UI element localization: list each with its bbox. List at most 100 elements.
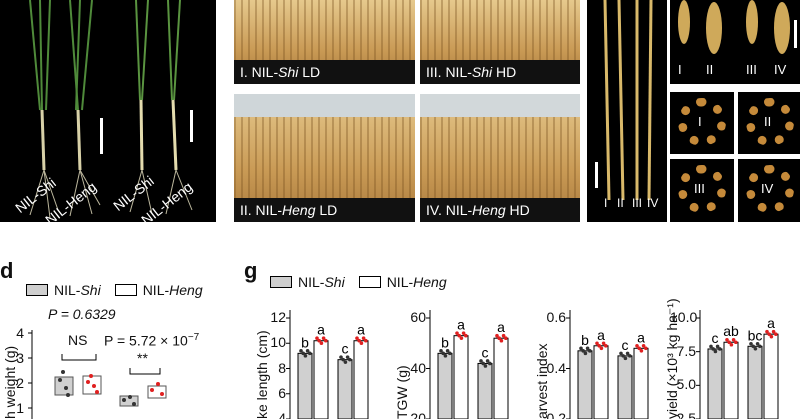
scale-bar <box>190 110 193 142</box>
y-tick-label: 10.0 <box>670 309 698 325</box>
y-tick-label: 8 <box>278 359 286 376</box>
data-point <box>499 338 504 343</box>
data-point <box>343 360 348 364</box>
y-tick-label: 5.0 <box>676 376 696 393</box>
data-point <box>479 359 483 363</box>
spike-label: IV <box>774 62 787 77</box>
legend-swatch-heng <box>358 276 381 288</box>
data-point <box>601 341 606 346</box>
stem-label: IV <box>647 196 659 210</box>
data-point <box>604 343 608 348</box>
data-point <box>441 351 446 356</box>
scale-bar <box>794 20 797 48</box>
significance-label: ** <box>137 350 148 366</box>
data-point <box>599 346 604 351</box>
spike-illustration <box>678 0 790 54</box>
scale-bar <box>595 162 598 188</box>
data-point <box>485 359 490 363</box>
y-tick-label: 2 <box>16 375 24 391</box>
data-point <box>461 331 466 335</box>
grain-photo-1: I <box>670 92 734 154</box>
data-point <box>711 347 715 351</box>
data-point <box>64 386 68 390</box>
stem-photo: I II III IV <box>587 0 667 222</box>
grain-photo-4: IV <box>738 159 800 222</box>
field-caption: IV. NIL-Heng HD <box>420 198 580 222</box>
data-point <box>641 344 646 348</box>
data-point <box>583 351 588 356</box>
field-photo-2: II. NIL-Heng LD <box>234 94 415 222</box>
field-photo-3: III. NIL-Shi HD <box>420 0 580 84</box>
bracket-ns <box>61 354 97 361</box>
data-point <box>753 346 758 351</box>
y-tick-label: 12 <box>270 309 286 325</box>
grain-ring <box>746 98 794 146</box>
data-point <box>339 355 343 359</box>
data-point <box>86 380 90 384</box>
data-point <box>597 343 601 348</box>
data-point <box>122 398 126 402</box>
data-point <box>769 334 774 339</box>
data-point <box>483 364 488 368</box>
y-tick-label: 2.5 <box>676 410 696 419</box>
data-point <box>758 344 762 349</box>
data-point <box>459 336 464 340</box>
data-point <box>160 392 164 396</box>
legend-label: NIL-Heng <box>386 274 447 290</box>
data-point <box>156 382 160 386</box>
data-point <box>715 344 720 349</box>
data-point <box>729 342 734 347</box>
data-point <box>709 344 713 349</box>
significance-label: NS <box>68 332 88 348</box>
field-photo-1: I. NIL-Shi LD <box>234 0 415 84</box>
plant-illustration-2 <box>129 0 193 215</box>
data-point <box>359 341 364 346</box>
y-tick-label: 10 <box>270 334 286 351</box>
legend-label: NIL-Heng <box>142 282 203 298</box>
data-point <box>718 347 722 351</box>
data-point <box>749 341 753 346</box>
grain-label: IV <box>761 181 774 196</box>
stem-label: I <box>604 196 608 210</box>
y-tick-label: 4 <box>16 325 24 341</box>
data-point <box>128 395 132 399</box>
data-point <box>303 354 308 358</box>
data-point <box>497 336 502 341</box>
legend-swatch-shi <box>26 284 48 296</box>
data-point <box>628 354 632 358</box>
data-point <box>755 341 760 346</box>
data-point <box>579 346 583 351</box>
data-point <box>625 351 630 356</box>
data-point <box>481 361 486 366</box>
bar <box>707 348 723 419</box>
y-tick-label: 0.4 <box>546 359 566 376</box>
data-point <box>457 333 462 338</box>
data-point <box>357 338 362 343</box>
significance-letter: b <box>441 334 449 350</box>
data-point <box>488 361 492 366</box>
data-point <box>637 346 641 351</box>
data-point <box>734 340 738 345</box>
bar <box>747 345 763 419</box>
significance-letter: a <box>357 322 365 338</box>
data-point <box>774 332 778 336</box>
data-point <box>767 332 771 336</box>
plant-photo-2: NIL-Shi NIL-Heng <box>106 0 216 222</box>
data-point <box>635 344 639 348</box>
data-point <box>341 357 346 362</box>
data-point <box>132 402 136 406</box>
y-tick-label: 4 <box>278 410 286 419</box>
data-point <box>504 336 508 341</box>
stem-label: III <box>632 196 643 210</box>
data-point <box>150 388 154 392</box>
p-value: P = 5.72 × 10−7 <box>104 332 200 349</box>
data-point <box>321 336 326 341</box>
significance-letter: bc <box>748 327 763 343</box>
data-point <box>713 349 718 354</box>
data-point <box>439 349 443 353</box>
significance-letter: c <box>482 344 489 360</box>
data-point <box>644 346 648 351</box>
significance-letter: c <box>342 341 349 357</box>
legend-swatch-heng <box>114 284 137 296</box>
significance-letter: a <box>597 327 605 343</box>
